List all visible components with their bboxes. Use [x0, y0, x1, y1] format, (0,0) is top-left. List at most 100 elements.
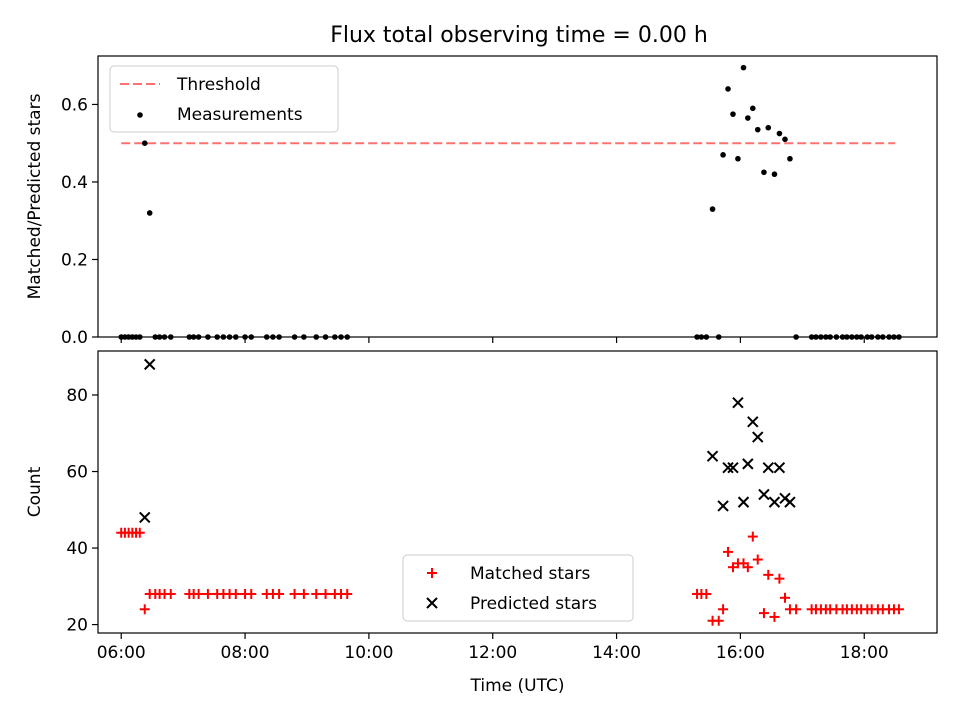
y-tick-label: 0.2 — [61, 250, 88, 270]
measurement-point — [270, 334, 276, 340]
y-axis-label: Matched/Predicted stars — [25, 93, 45, 299]
legend: Threshold Measurements — [109, 65, 339, 133]
legend: Matched stars Predicted stars — [402, 554, 634, 622]
y-tick-label: 20 — [66, 616, 88, 636]
predicted-point — [722, 461, 734, 474]
matched-point — [747, 531, 758, 542]
matched-point — [752, 554, 763, 565]
predicted-point — [762, 461, 774, 474]
measurement-point — [745, 115, 751, 121]
measurement-point — [808, 334, 815, 340]
figure-title: Flux total observing time = 0.00 h — [330, 23, 708, 48]
legend-predicted-label: Predicted stars — [470, 594, 597, 614]
y-tick-label: 40 — [66, 539, 88, 559]
measurement-point — [338, 334, 344, 340]
measurement-point — [787, 155, 793, 162]
measurement-point — [136, 334, 143, 340]
matched-point — [289, 588, 300, 599]
predicted-point — [727, 461, 739, 474]
measurement-point — [858, 334, 864, 340]
matched-point — [202, 588, 213, 599]
measurement-point — [754, 126, 761, 133]
measurement-point — [709, 206, 716, 212]
matched-point — [774, 573, 785, 584]
predicted-point — [732, 396, 744, 409]
measurement-point — [720, 152, 726, 158]
measurement-point — [205, 334, 211, 340]
x-tick-label: 14:00 — [592, 643, 641, 663]
measurement-point — [263, 334, 270, 340]
measurement-point — [749, 105, 756, 112]
measurement-point — [301, 334, 307, 340]
matched-point — [311, 588, 322, 599]
ratio-panel: 0.0 0.2 0.4 0.6 Matched/Predicted stars Thres… — [25, 55, 938, 348]
x-tick-label: 16:00 — [716, 643, 765, 663]
matched-point — [139, 604, 150, 615]
measurement-point — [844, 334, 850, 340]
measurement-point — [776, 130, 783, 137]
measurement-point — [886, 334, 892, 340]
measurement-point — [849, 334, 855, 340]
measurement-point — [782, 136, 788, 143]
measurement-point — [161, 334, 168, 340]
matched-point — [134, 527, 145, 538]
measurement-point — [141, 140, 148, 147]
x-tick-label: 12:00 — [468, 643, 517, 663]
predicted-point — [747, 416, 759, 428]
measurement-point — [276, 334, 282, 340]
measurement-point — [156, 334, 163, 340]
matched-point — [742, 562, 753, 573]
matched-point — [165, 588, 176, 599]
predicted-point — [742, 458, 754, 470]
matched-point — [779, 592, 790, 603]
measurement-point — [313, 334, 320, 340]
predicted-point — [752, 431, 764, 443]
y-tick-label: 0.6 — [61, 95, 88, 115]
measurement-point — [730, 111, 736, 117]
x-tick-label: 10:00 — [344, 643, 393, 663]
predicted-point — [706, 450, 719, 462]
matched-point — [758, 608, 769, 619]
measurement-point — [248, 334, 255, 340]
measurement-point — [698, 334, 705, 340]
axes-frame — [97, 55, 938, 338]
measurement-point — [220, 334, 227, 340]
measurement-point — [703, 334, 710, 340]
y-axis-label: Count — [25, 466, 45, 517]
matched-point — [701, 588, 712, 599]
x-axis-label: Time (UTC) — [470, 676, 565, 696]
series-measurements — [118, 64, 902, 340]
predicted-point — [139, 511, 151, 524]
series-predicted-stars — [139, 358, 796, 524]
matched-point — [723, 546, 734, 557]
measurement-point — [322, 334, 329, 340]
series-matched-stars — [116, 527, 904, 626]
predicted-point — [758, 488, 770, 501]
legend-matched-label: Matched stars — [470, 564, 590, 584]
measurement-point — [813, 334, 819, 340]
measurement-point — [864, 334, 871, 340]
matched-point — [893, 604, 904, 615]
predicted-point — [143, 358, 156, 371]
measurement-point — [765, 124, 772, 131]
measurement-point — [242, 334, 248, 340]
measurement-point — [880, 334, 886, 340]
measurement-point — [740, 64, 747, 71]
measurement-point — [214, 334, 220, 340]
predicted-point — [737, 496, 750, 508]
measurement-point — [875, 334, 881, 340]
measurement-point — [146, 210, 153, 216]
matched-point — [763, 569, 774, 580]
measurement-point — [715, 334, 722, 340]
measurement-point — [232, 334, 239, 340]
legend-measurement-swatch — [137, 112, 143, 118]
measurement-point — [332, 334, 338, 340]
measurement-point — [771, 171, 778, 178]
measurement-point — [868, 334, 875, 340]
measurement-point — [839, 334, 846, 340]
legend-measurement-label: Measurements — [177, 105, 303, 125]
matched-point — [193, 588, 204, 599]
measurement-point — [793, 334, 799, 340]
measurement-point — [190, 334, 197, 340]
measurement-point — [827, 334, 833, 340]
